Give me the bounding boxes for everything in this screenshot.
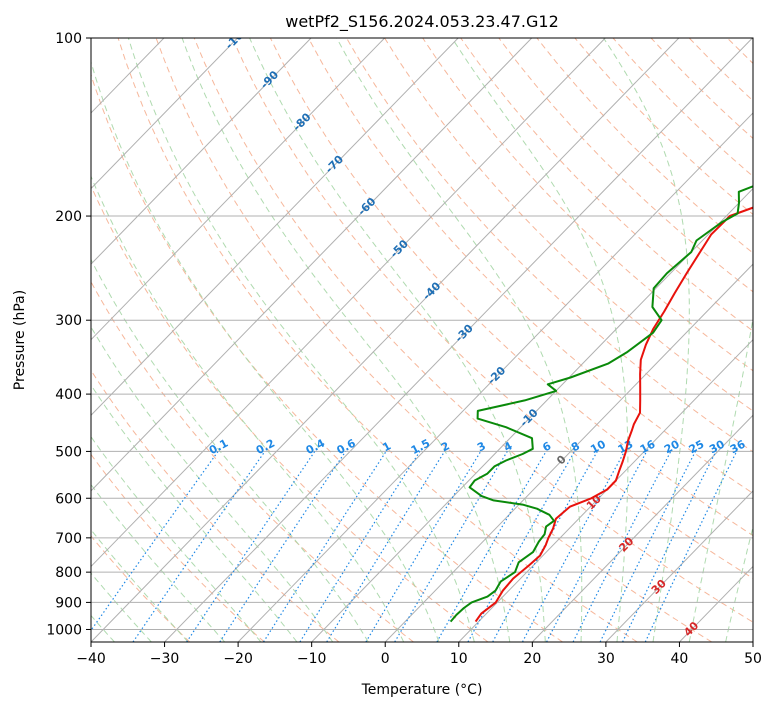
- mixing-ratio-label: 30: [707, 437, 727, 456]
- chart-title: wetPf2_S156.2024.053.23.47.G12: [285, 12, 559, 32]
- dry-adiabat-line: [307, 38, 753, 494]
- isotherm-line: [91, 38, 459, 416]
- y-tick-label: 500: [55, 444, 82, 460]
- isotherm-line: [605, 490, 753, 642]
- y-tick-label: 300: [55, 313, 82, 329]
- x-axis: −40 −30 −20 −10 0 10 20 30 40 50: [76, 642, 762, 667]
- mixing-ratio-line: [572, 451, 672, 642]
- profile-series: [449, 185, 753, 623]
- mixing-ratio-line: [91, 451, 219, 632]
- y-tick-label: 600: [55, 491, 82, 507]
- x-tick-label: −10: [297, 651, 327, 667]
- plot-frame: [90, 37, 754, 643]
- isotherms: [91, 38, 753, 642]
- dry-adiabat-line: [346, 38, 753, 453]
- dewpoint-profile-line: [449, 185, 753, 623]
- moist-adiabat-line: [91, 258, 369, 642]
- moist-adiabat-line: [91, 384, 298, 642]
- mixing-ratio-label: 36: [728, 437, 748, 456]
- x-axis-title: Temperature (°C): [361, 682, 483, 698]
- isotherm-line: [91, 38, 533, 492]
- dry-adiabat-line: [269, 38, 753, 537]
- pressure-grid: [91, 38, 753, 630]
- moist-adiabat-line: [91, 326, 334, 642]
- moist-adiabat-line: [91, 483, 226, 642]
- dry-adiabat-line: [91, 369, 340, 642]
- y-axis: 100 200 300 400 500 600 700 800 900 1000: [46, 31, 91, 638]
- isotherm-line: [311, 187, 753, 642]
- x-tick-label: −20: [223, 651, 253, 667]
- mixing-ratio-label: 13: [616, 438, 636, 457]
- moist-adiabat-line: [91, 435, 262, 642]
- x-tick-label: 50: [744, 651, 762, 667]
- x-tick-label: 20: [523, 651, 541, 667]
- moist-adiabat-line: [336, 38, 583, 642]
- dry-adiabat-line: [231, 38, 753, 579]
- dry-adiabat-line: [117, 38, 638, 642]
- mixing-ratio-line: [521, 451, 626, 642]
- moist-adiabat-line: [91, 175, 405, 642]
- isotherm-line: [237, 112, 753, 642]
- mixing-ratio-line: [219, 451, 347, 642]
- mixing-ratio-label: 25: [687, 438, 707, 457]
- temperature-profile-line: [474, 206, 753, 623]
- y-tick-label: 100: [55, 31, 82, 47]
- mixing-ratio-line: [326, 451, 446, 642]
- y-tick-label: 400: [55, 387, 82, 403]
- moist-adiabat-line: [603, 38, 690, 642]
- mixing-ratio-label: 16: [638, 437, 658, 456]
- x-tick-label: 10: [450, 651, 468, 667]
- x-tick-label: 0: [381, 651, 390, 667]
- isotherm-line: [384, 263, 753, 642]
- mixing-ratio-line: [467, 451, 576, 642]
- mixing-ratio-line: [599, 451, 697, 642]
- dry-adiabat-line: [193, 38, 753, 623]
- dry-adiabat-line: [91, 184, 489, 642]
- mixing-ratio-line: [132, 451, 266, 642]
- y-tick-label: 900: [55, 595, 82, 611]
- isotherm-line: [531, 414, 753, 642]
- x-tick-label: −30: [150, 651, 180, 667]
- moist-adiabats: [91, 38, 753, 642]
- dry-adiabat-line: [384, 38, 753, 412]
- x-tick-label: 40: [671, 651, 689, 667]
- x-tick-label: 30: [597, 651, 615, 667]
- moist-adiabat-line: [249, 38, 546, 642]
- x-tick-label: −40: [76, 651, 106, 667]
- moist-adiabat-line: [181, 38, 511, 642]
- mixing-ratio-line: [186, 451, 316, 642]
- isotherm-line: [91, 38, 238, 190]
- y-tick-label: 1000: [46, 622, 82, 638]
- moist-adiabat-line: [688, 315, 753, 642]
- isotherm-line: [91, 38, 385, 341]
- mixing-ratio-line: [492, 451, 598, 642]
- moist-adiabat-line: [91, 60, 440, 642]
- moist-adiabat-line: [451, 38, 629, 642]
- y-tick-label: 800: [55, 565, 82, 581]
- isotherm-line: [91, 38, 606, 568]
- moist-adiabat-line: [725, 525, 753, 642]
- y-axis-title: Pressure (hPa): [12, 290, 28, 390]
- moist-adiabat-line: [127, 38, 475, 642]
- mixing-ratio-line: [262, 451, 387, 642]
- y-tick-label: 200: [55, 209, 82, 225]
- isotherm-line: [164, 38, 753, 642]
- dry-adiabat-line: [91, 453, 265, 642]
- isotherm-line: [91, 38, 680, 642]
- y-tick-label: 700: [55, 531, 82, 547]
- isotherm-line: [91, 38, 312, 265]
- mixing-ratio-label: 10: [588, 437, 608, 456]
- mixing-ratio-label: 20: [662, 437, 682, 456]
- dry-adiabat-line: [91, 73, 563, 642]
